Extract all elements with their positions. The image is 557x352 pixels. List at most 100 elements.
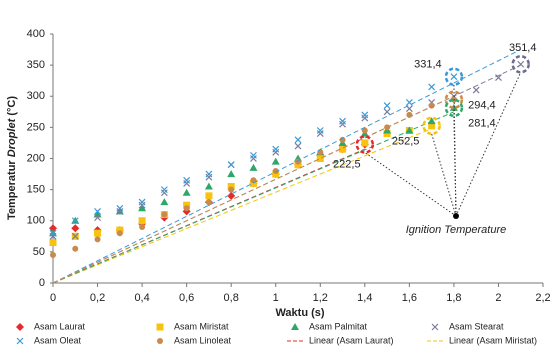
point xyxy=(71,217,79,225)
y-tick-label: 250 xyxy=(27,121,45,133)
point xyxy=(227,183,235,191)
point xyxy=(94,236,101,243)
point xyxy=(294,161,302,169)
y-tick-label: 300 xyxy=(27,90,45,102)
point xyxy=(160,186,168,194)
point xyxy=(205,199,212,206)
legend-swatch xyxy=(16,337,24,345)
point xyxy=(361,114,369,122)
point xyxy=(339,136,346,143)
annotation-label: 294,4 xyxy=(468,100,496,112)
point xyxy=(94,229,102,237)
point xyxy=(250,155,257,162)
point xyxy=(428,83,436,91)
ignition-label: Ignition Temperature xyxy=(406,224,507,236)
point xyxy=(316,155,324,162)
y-label-part: (°C) xyxy=(6,96,18,116)
point xyxy=(50,251,56,258)
y-tick-label: 0 xyxy=(39,277,45,289)
point xyxy=(294,136,302,144)
point xyxy=(361,139,369,147)
point xyxy=(161,211,168,218)
point xyxy=(138,217,146,225)
x-axis-label: Waktu (s) xyxy=(275,307,324,319)
x-tick-label: 1,2 xyxy=(313,292,328,304)
point xyxy=(405,105,413,113)
legend-label: Asam Oleat xyxy=(34,335,82,345)
x-tick-label: 1 xyxy=(273,292,279,304)
point xyxy=(339,117,346,125)
y-tick-label: 150 xyxy=(27,184,45,196)
y-axis-label: Temperatur Droplet (°C) xyxy=(6,96,18,220)
annotation-label: 331,4 xyxy=(414,59,442,71)
highlight-circle xyxy=(444,90,464,109)
annotation-label: 252,5 xyxy=(392,136,420,148)
x-tick-label: 0,6 xyxy=(179,292,194,304)
legend-label: Asam Palmitat xyxy=(309,321,368,331)
legend-label: Asam Miristat xyxy=(174,321,229,331)
point xyxy=(472,86,480,94)
point xyxy=(339,145,347,153)
point xyxy=(49,224,57,233)
point xyxy=(116,207,124,215)
point xyxy=(138,201,146,209)
trend-line xyxy=(52,111,455,284)
point xyxy=(205,170,213,178)
point xyxy=(450,73,458,81)
highlight-circle xyxy=(355,135,375,154)
legend-swatch xyxy=(291,323,299,330)
point xyxy=(272,148,280,156)
legend-label: Asam Linoleat xyxy=(174,335,232,345)
point xyxy=(116,204,124,212)
point xyxy=(183,205,190,212)
pointer-line xyxy=(455,72,522,217)
legend-swatch xyxy=(156,323,164,331)
point xyxy=(139,223,146,230)
pointer-line xyxy=(364,152,457,217)
point xyxy=(383,108,391,116)
x-tick-label: 0,4 xyxy=(134,292,149,304)
point xyxy=(272,170,280,178)
point xyxy=(249,163,258,171)
point xyxy=(94,214,101,222)
point xyxy=(495,74,502,81)
legend-label: Linear (Asam Miristat) xyxy=(449,335,537,345)
x-tick-label: 0 xyxy=(50,292,56,304)
point xyxy=(205,173,213,181)
point xyxy=(316,127,324,134)
point xyxy=(183,179,191,187)
y-tick-label: 400 xyxy=(27,28,45,40)
point xyxy=(361,127,368,134)
point xyxy=(49,229,57,237)
trend-line xyxy=(52,49,521,284)
point xyxy=(160,189,168,197)
annotation-label: 351,4 xyxy=(509,42,537,54)
trend-line xyxy=(52,95,455,284)
point xyxy=(183,176,191,184)
highlight-circle xyxy=(444,98,464,118)
y-tick-label: 200 xyxy=(27,152,45,164)
point xyxy=(227,191,236,200)
highlight-circle xyxy=(511,55,530,74)
point xyxy=(160,198,169,206)
point xyxy=(250,151,257,159)
x-tick-label: 0,8 xyxy=(224,292,239,304)
point xyxy=(383,130,391,138)
legend-swatch xyxy=(431,323,439,331)
trend-line xyxy=(52,128,432,284)
y-label-part: Droplet xyxy=(6,117,18,157)
point xyxy=(294,142,302,150)
x-tick-label: 1,8 xyxy=(446,292,461,304)
y-label-part: Temperatur xyxy=(6,160,18,220)
legend-swatch xyxy=(16,323,24,331)
point xyxy=(428,122,436,130)
x-tick-label: 2,2 xyxy=(535,292,550,304)
point xyxy=(205,192,213,200)
legend-label: Linear (Asam Laurat) xyxy=(309,335,394,345)
pointer-line xyxy=(431,133,457,217)
point xyxy=(228,186,235,193)
point xyxy=(339,120,346,128)
point xyxy=(72,245,79,252)
legend-label: Asam Stearat xyxy=(449,321,504,331)
